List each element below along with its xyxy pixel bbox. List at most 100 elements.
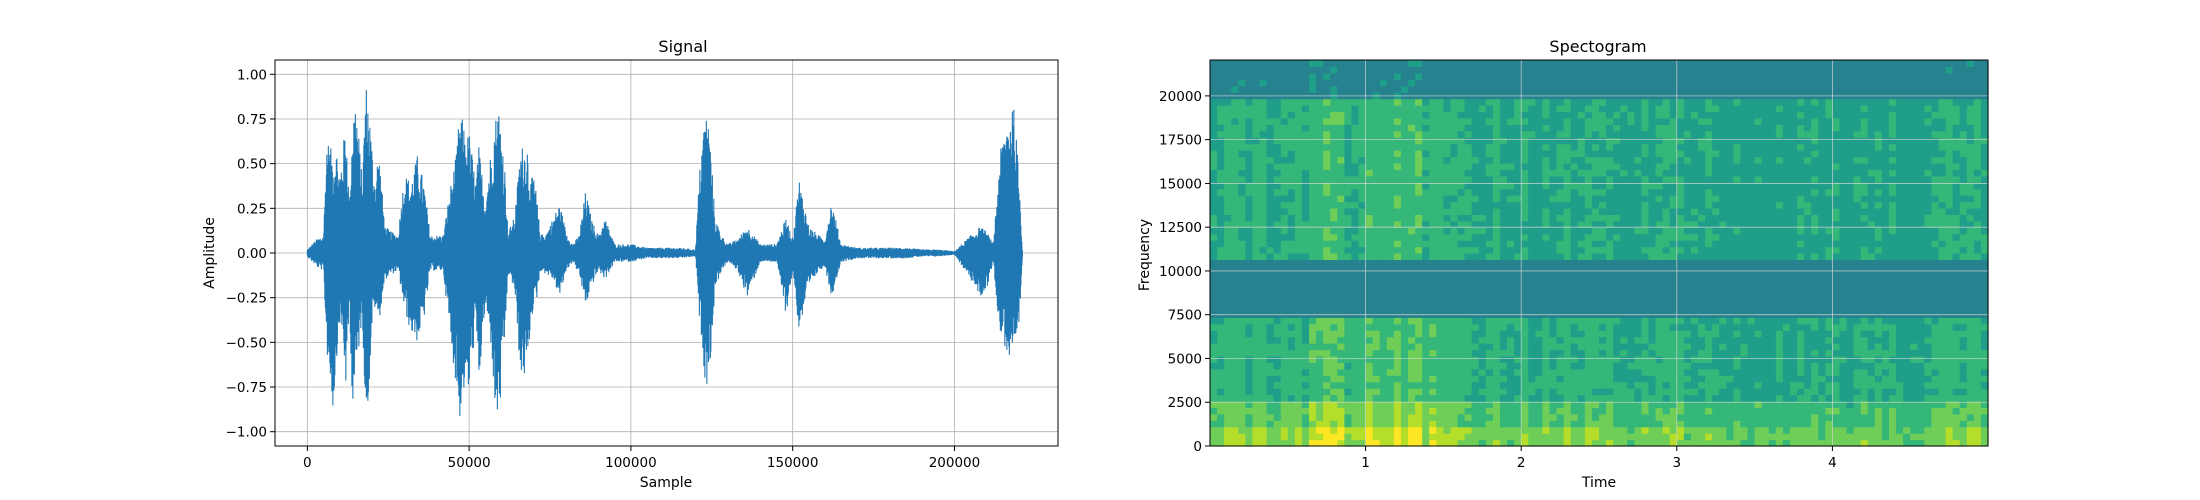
- spectrogram-cell: [1782, 323, 1791, 331]
- spectrogram-cell: [1287, 394, 1296, 402]
- spectrogram-cell: [1386, 259, 1395, 267]
- spectrogram-cell: [1507, 317, 1515, 325]
- spectrogram-cell: [1669, 285, 1678, 293]
- spectrogram-cell: [1400, 130, 1409, 138]
- spectrogram-cell: [1372, 98, 1381, 106]
- spectrogram-cell: [1514, 201, 1522, 209]
- spectrogram-cell: [1775, 253, 1784, 261]
- spectrogram-cell: [1259, 298, 1268, 306]
- spectrogram-cell: [1690, 188, 1699, 196]
- spectrogram-cell: [1591, 79, 1600, 87]
- spectrogram-cell: [1528, 175, 1536, 183]
- spectrogram-cell: [1789, 420, 1798, 428]
- spectrogram-cell: [1648, 304, 1657, 312]
- spectrogram-cell: [1408, 413, 1416, 421]
- spectrogram-cell: [1450, 137, 1459, 145]
- spectrogram-cell: [1782, 227, 1791, 235]
- spectrogram-cell: [1712, 278, 1720, 286]
- spectrogram-cell: [1422, 368, 1430, 376]
- spectrogram-cell: [1408, 304, 1416, 312]
- spectrogram-cell: [1507, 298, 1515, 306]
- spectrogram-cell: [1492, 272, 1501, 280]
- spectrogram-cell: [1712, 272, 1720, 280]
- spectrogram-cell: [1726, 413, 1734, 421]
- spectrogram-cell: [1549, 79, 1558, 87]
- spectrogram-cell: [1294, 349, 1303, 357]
- spectrogram-cell: [1606, 362, 1614, 370]
- spectrogram-cell: [1542, 291, 1551, 299]
- spectrogram-cell: [1662, 66, 1671, 74]
- spectrogram-cell: [1599, 265, 1607, 273]
- spectrogram-cell: [1323, 117, 1331, 125]
- spectrogram-cell: [1224, 105, 1232, 113]
- spectrogram-cell: [1655, 330, 1664, 338]
- spectrogram-cell: [1733, 85, 1742, 93]
- spectrogram-cell: [1521, 336, 1529, 344]
- spectrogram-cell: [1245, 259, 1254, 267]
- spectrogram-cell: [1535, 323, 1544, 331]
- spectrogram-cell: [1386, 291, 1395, 299]
- spectrogram-cell: [1471, 195, 1480, 203]
- spectrogram-cell: [1556, 362, 1565, 370]
- spectrogram-cell: [1521, 349, 1529, 357]
- spectrogram-cell: [1705, 156, 1713, 164]
- spectrogram-cell: [1400, 285, 1409, 293]
- spectrogram-cell: [1280, 72, 1289, 80]
- spectrogram-cell: [1365, 388, 1374, 396]
- spectrogram-cell: [1210, 298, 1218, 306]
- spectrogram-cell: [1570, 433, 1579, 441]
- spectrogram-cell: [1733, 362, 1742, 370]
- spectrogram-cell: [1224, 433, 1232, 441]
- spectrogram-cell: [1655, 265, 1664, 273]
- spectrogram-cell: [1436, 400, 1444, 408]
- signal-y-tick-label: −1.00: [226, 425, 267, 441]
- spectrogram-cell: [1252, 426, 1261, 434]
- spectrogram-cell: [1627, 156, 1635, 164]
- spectrogram-cell: [1372, 150, 1381, 158]
- spectrogram-cell: [1549, 156, 1558, 164]
- spectrogram-cell: [1662, 349, 1671, 357]
- spectrogram-cell: [1408, 137, 1416, 145]
- spectrogram-cell: [1669, 233, 1678, 241]
- spectrogram-cell: [1563, 259, 1572, 267]
- spectrogram-cell: [1747, 233, 1756, 241]
- spectrogram-cell: [1478, 195, 1487, 203]
- spectrogram-cell: [1259, 117, 1268, 125]
- spectrogram-cell: [1584, 85, 1593, 93]
- spectrogram-cell: [1705, 426, 1713, 434]
- spectrogram-cell: [1365, 175, 1374, 183]
- spectrogram-cell: [1309, 162, 1317, 170]
- spectrogram-cell: [1415, 182, 1423, 190]
- spectrogram-cell: [1690, 375, 1699, 383]
- spectrogram-cell: [1499, 124, 1508, 132]
- spectrogram-cell: [1252, 272, 1261, 280]
- spectrogram-cell: [1280, 233, 1289, 241]
- spectrogram-cell: [1408, 394, 1416, 402]
- spectrogram-cell: [1754, 150, 1763, 158]
- spectrogram-cell: [1443, 355, 1452, 363]
- spectrogram-cell: [1507, 278, 1515, 286]
- spectrogram-cell: [1231, 240, 1239, 248]
- spectrogram-cell: [1627, 240, 1635, 248]
- spectrogram-cell: [1577, 285, 1586, 293]
- spectrogram-cell: [1535, 150, 1544, 158]
- spectrogram-cell: [1542, 355, 1551, 363]
- spectrogram-cell: [1429, 355, 1437, 363]
- spectrogram-cell: [1768, 105, 1777, 113]
- spectrogram-cell: [1507, 124, 1515, 132]
- spectrogram-cell: [1393, 265, 1402, 273]
- spectrogram-cell: [1641, 375, 1650, 383]
- spectrogram-cell: [1570, 214, 1579, 222]
- spectrogram-cell: [1252, 420, 1261, 428]
- spectrogram-cell: [1584, 362, 1593, 370]
- spectrogram-cell: [1648, 298, 1657, 306]
- spectrogram-cell: [1676, 362, 1685, 370]
- spectrogram-cell: [1676, 317, 1685, 325]
- spectrogram-cell: [1344, 407, 1353, 415]
- spectrogram-cell: [1301, 381, 1310, 389]
- spectrogram-cell: [1273, 143, 1282, 151]
- spectrogram-cell: [1705, 175, 1713, 183]
- spectrogram-cell: [1422, 388, 1430, 396]
- spectrogram-cell: [1698, 253, 1706, 261]
- spectrogram-cell: [1323, 137, 1331, 145]
